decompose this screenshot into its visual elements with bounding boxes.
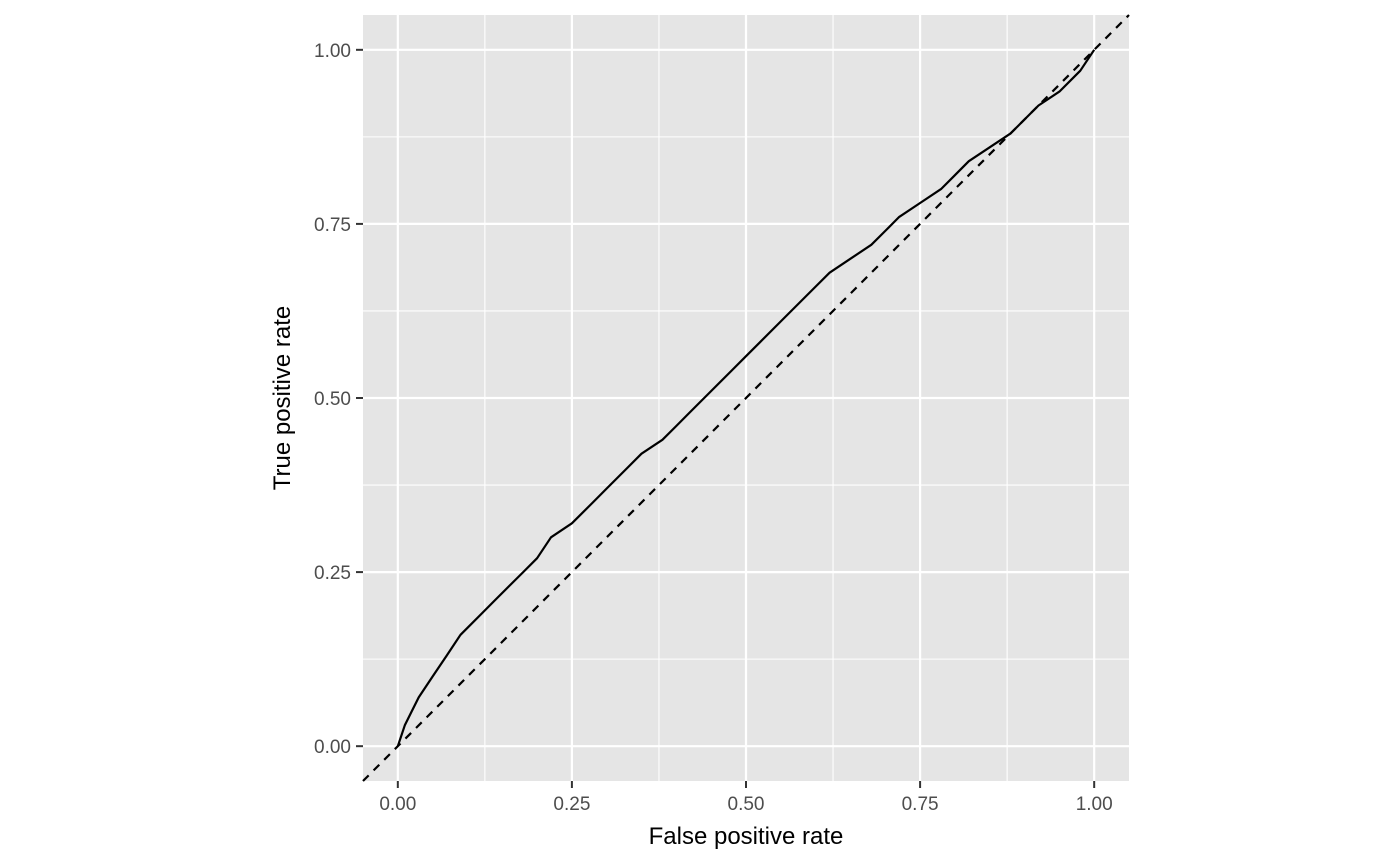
x-tick-label: 0.50 bbox=[728, 794, 765, 815]
y-tick-label: 0.50 bbox=[314, 389, 351, 410]
reference-diagonal-line bbox=[362, 14, 1130, 782]
x-axis-title: False positive rate bbox=[649, 823, 844, 850]
x-tick-label: 1.00 bbox=[1076, 794, 1113, 815]
y-axis-title: True positive rate bbox=[269, 306, 296, 491]
y-axis-ticks: 0.00 0.25 0.50 0.75 1.00 bbox=[314, 41, 363, 758]
x-tick-label: 0.00 bbox=[379, 794, 416, 815]
y-tick-label: 0.75 bbox=[314, 215, 351, 236]
x-tick-label: 0.25 bbox=[553, 794, 590, 815]
x-axis-ticks: 0.00 0.25 0.50 0.75 1.00 bbox=[379, 781, 1113, 815]
series-layer bbox=[362, 14, 1130, 782]
y-tick-label: 1.00 bbox=[314, 41, 351, 62]
y-tick-label: 0.00 bbox=[314, 737, 351, 758]
roc-curve-line bbox=[396, 49, 1096, 747]
y-tick-label: 0.25 bbox=[314, 563, 351, 584]
x-tick-label: 0.75 bbox=[902, 794, 939, 815]
